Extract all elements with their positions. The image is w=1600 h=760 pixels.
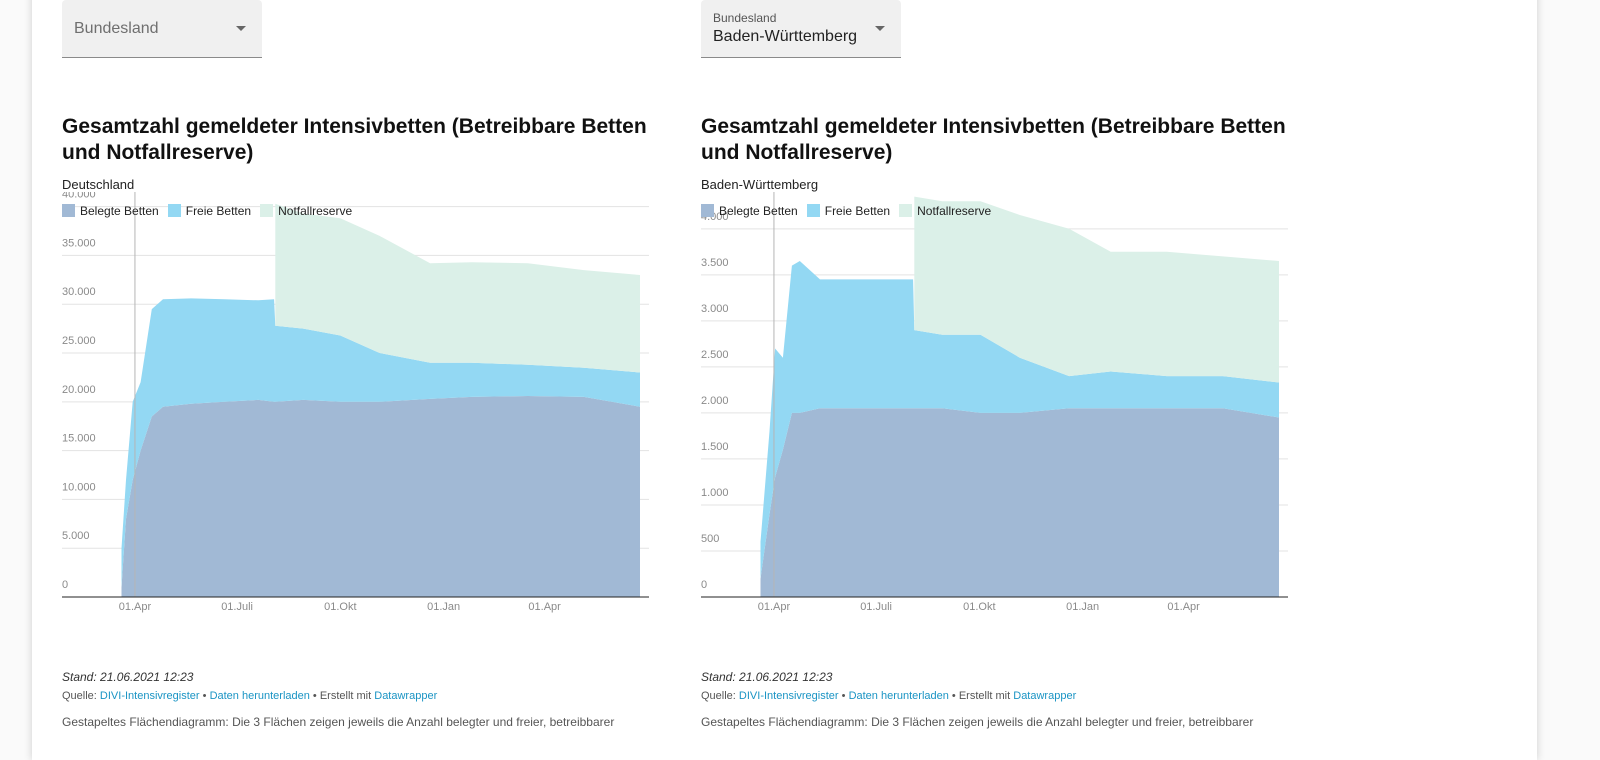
y-tick-label: 3.500 [701,257,729,269]
legend-swatch [899,204,913,217]
legend-label: Belegte Betten [80,204,159,218]
legend-item: Belegte Betten [701,204,798,218]
y-tick-label: 500 [701,533,719,545]
description: Gestapeltes Flächendiagramm: Die 3 Fläch… [701,715,1254,729]
y-tick-label: 5.000 [62,530,90,542]
legend-swatch [260,204,274,217]
source-line: Quelle: DIVI-Intensivregister • Daten he… [701,690,1301,702]
chart-title: Gesamtzahl gemeldeter Intensivbetten (Be… [62,115,647,164]
legend-item: Notfallreserve [899,204,991,218]
separator: • [951,690,956,702]
y-tick-label: 1.500 [701,441,729,453]
legend-item: Freie Betten [167,204,252,218]
y-tick-label: 2.500 [701,349,729,361]
dropdown-arrow [236,26,246,31]
made-with: Erstellt mit [958,690,1011,702]
download-link[interactable]: Daten herunterladen [848,690,949,702]
dropdown-arrow [875,26,885,31]
timestamp: Stand: 21.06.2021 12:23 [701,670,833,684]
chart-footer: Stand: 21.06.2021 12:23 Quelle: DIVI-Inte… [701,670,1301,729]
chart-subtitle: Baden-Württemberg [701,177,819,192]
made-with-link[interactable]: Datawrapper [1013,690,1077,702]
y-tick-label: 1.000 [701,487,729,499]
chart: Gesamtzahl gemeldeter Intensivbetten (Be… [701,114,1301,622]
x-tick-label: 01.Juli [221,601,253,613]
source-label: Quelle: [701,690,736,702]
legend-item: Belegte Betten [62,204,159,218]
source-label: Quelle: [62,690,97,702]
state-select[interactable]: Bundesland Baden-Württemberg [701,0,901,58]
y-tick-label: 10.000 [62,481,96,493]
legend-swatch [806,204,820,217]
y-tick-label: 25.000 [62,335,96,347]
legend-item: Freie Betten [806,204,891,218]
download-link[interactable]: Daten herunterladen [209,690,310,702]
timestamp: Stand: 21.06.2021 12:23 [62,670,194,684]
x-tick-label: 01.Apr [119,601,152,613]
separator: • [202,690,207,702]
area [121,396,640,597]
select-label: Bundesland [713,11,777,25]
description: Gestapeltes Flächendiagramm: Die 3 Fläch… [62,715,615,729]
plot: 05001.0001.5002.0002.5003.0003.5004.0000… [701,192,1288,613]
y-tick-label: 2.000 [701,395,729,407]
legend-item: Notfallreserve [260,204,352,218]
state-select[interactable]: Bundesland [62,0,262,58]
legend: Belegte Betten Freie Betten Notfallreserve [701,204,1000,218]
y-tick-label: 35.000 [62,237,96,249]
x-tick-label: 01.Jan [1066,601,1099,613]
legend-label: Freie Betten [824,204,891,218]
legend-label: Belegte Betten [719,204,798,218]
y-tick-label: 0 [701,579,707,591]
x-tick-label: 01.Apr [528,601,561,613]
y-tick-label: 15.000 [62,433,96,445]
x-tick-label: 01.Apr [758,601,791,613]
legend-swatch [62,204,75,217]
x-tick-label: 01.Juli [860,601,892,613]
area [760,408,1279,597]
legend-label: Notfallreserve [278,204,353,218]
separator: • [841,690,846,702]
chart-title: Gesamtzahl gemeldeter Intensivbetten (Be… [701,115,1286,164]
legend-swatch [701,204,714,217]
y-tick-label: 20.000 [62,384,96,396]
area [914,196,1279,383]
made-with: Erstellt mit [319,690,372,702]
x-tick-label: 01.Apr [1167,601,1200,613]
source-line: Quelle: DIVI-Intensivregister • Daten he… [62,690,662,702]
source-link[interactable]: DIVI-Intensivregister [738,690,839,702]
legend: Belegte Betten Freie Betten Notfallreserve [62,204,361,218]
plot: 0 5.000 10.000 15.000 20.000 25.000 30.000 35.0… [62,189,649,613]
separator: • [312,690,317,702]
area [121,298,640,588]
chart-subtitle: Deutschland [62,177,135,192]
legend-label: Notfallreserve [917,204,992,218]
source-link[interactable]: DIVI-Intensivregister [99,690,200,702]
area [760,261,1279,579]
y-tick-label: 30.000 [62,286,96,298]
legend-swatch [167,204,181,217]
x-tick-label: 01.Okt [963,601,995,613]
y-tick-label: 0 [62,579,68,591]
made-with-link[interactable]: Datawrapper [374,690,438,702]
select-placeholder: Bundesland [74,20,159,37]
x-tick-label: 01.Okt [324,601,356,613]
legend-label: Freie Betten [185,204,252,218]
y-tick-label: 40.000 [62,192,96,201]
chart-footer: Stand: 21.06.2021 12:23 Quelle: DIVI-Inte… [62,670,662,729]
select-value: Baden-Württemberg [713,28,858,45]
y-tick-label: 3.000 [701,303,729,315]
chart: Gesamtzahl gemeldeter Intensivbetten (Be… [62,114,662,622]
x-tick-label: 01.Jan [427,601,460,613]
area [275,203,640,373]
